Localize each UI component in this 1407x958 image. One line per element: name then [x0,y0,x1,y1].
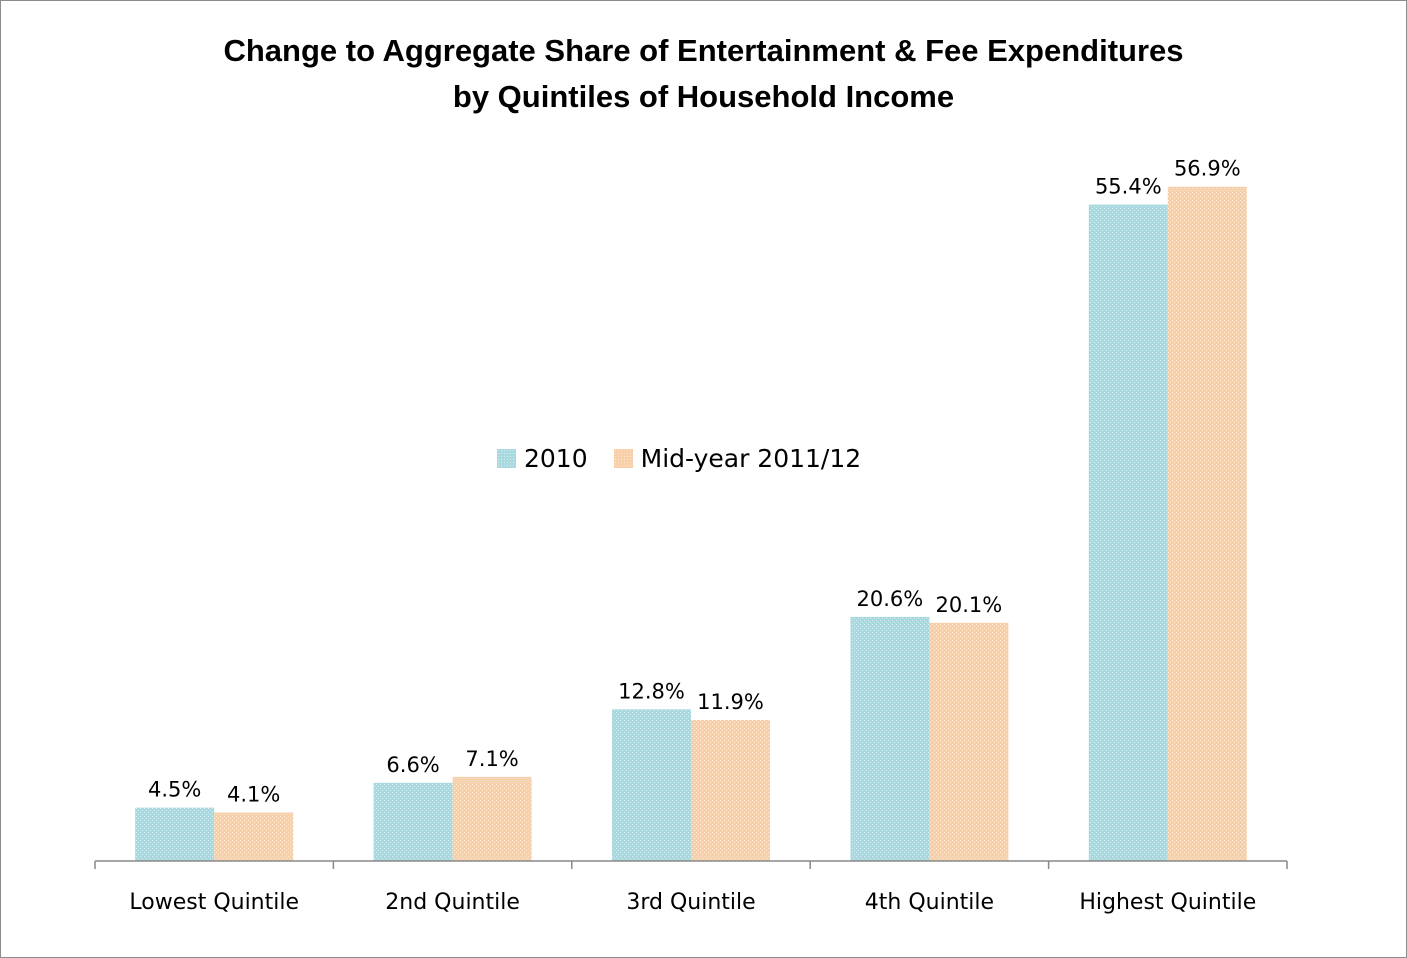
chart-title: Change to Aggregate Share of Entertainme… [0,28,1407,120]
legend-item-mid-year: Mid-year 2011/12 [613,443,862,473]
bar-mid-year-2011-12-2nd-quintile [452,776,532,861]
bar-2010-lowest-quintile [135,807,215,861]
x-tick-label-highest-quintile: Highest Quintile [1079,890,1256,915]
x-tick-label-3rd-quintile: 3rd Quintile [626,890,755,915]
bars-layer: 4.5% 4.1% 6.6% 7.1% 12.8% 11.9% 20.6% 20.1% 55.4… [135,157,1247,862]
legend-swatch-mid-year [613,448,633,468]
bar-2010-highest-quintile [1088,204,1168,861]
x-tick-label-4th-quintile: 4th Quintile [865,890,994,915]
legend-swatch-2010 [497,448,516,468]
data-label-mid-year-2011-12-4th-quintile: 20.1% [936,593,1003,617]
bar-mid-year-2011-12-4th-quintile [929,622,1009,861]
legend: 2010 Mid-year 2011/12 [497,440,887,476]
bar-mid-year-2011-12-lowest-quintile [214,812,294,861]
chart-title-line-1: Change to Aggregate Share of Entertainme… [223,33,1184,68]
bar-mid-year-2011-12-3rd-quintile [691,719,770,861]
x-tick-label-lowest-quintile: Lowest Quintile [129,890,299,915]
data-label-mid-year-2011-12-2nd-quintile: 7.1% [465,747,518,771]
bar-2010-4th-quintile [850,616,930,861]
bar-2010-2nd-quintile [373,782,453,861]
bar-2010-3rd-quintile [612,709,691,861]
data-label-2010-2nd-quintile: 6.6% [386,753,439,777]
data-label-2010-3rd-quintile: 12.8% [618,679,685,703]
bar-mid-year-2011-12-highest-quintile [1167,186,1247,862]
x-tick-label-2nd-quintile: 2nd Quintile [385,890,520,915]
data-label-mid-year-2011-12-3rd-quintile: 11.9% [697,690,764,714]
x-axis: Lowest Quintile 2nd Quintile 3rd Quintile 4… [94,860,1288,915]
legend-label-2010: 2010 [524,443,588,473]
data-label-mid-year-2011-12-highest-quintile: 56.9% [1174,157,1241,181]
data-label-mid-year-2011-12-lowest-quintile: 4.1% [227,782,280,806]
chart-title-line-2: by Quintiles of Household Income [452,79,955,114]
data-label-2010-lowest-quintile: 4.5% [148,778,201,802]
legend-label-mid-year: Mid-year 2011/12 [640,443,862,473]
data-label-2010-highest-quintile: 55.4% [1095,175,1162,199]
data-label-2010-4th-quintile: 20.6% [857,587,924,611]
legend-item-2010: 2010 [497,444,588,473]
